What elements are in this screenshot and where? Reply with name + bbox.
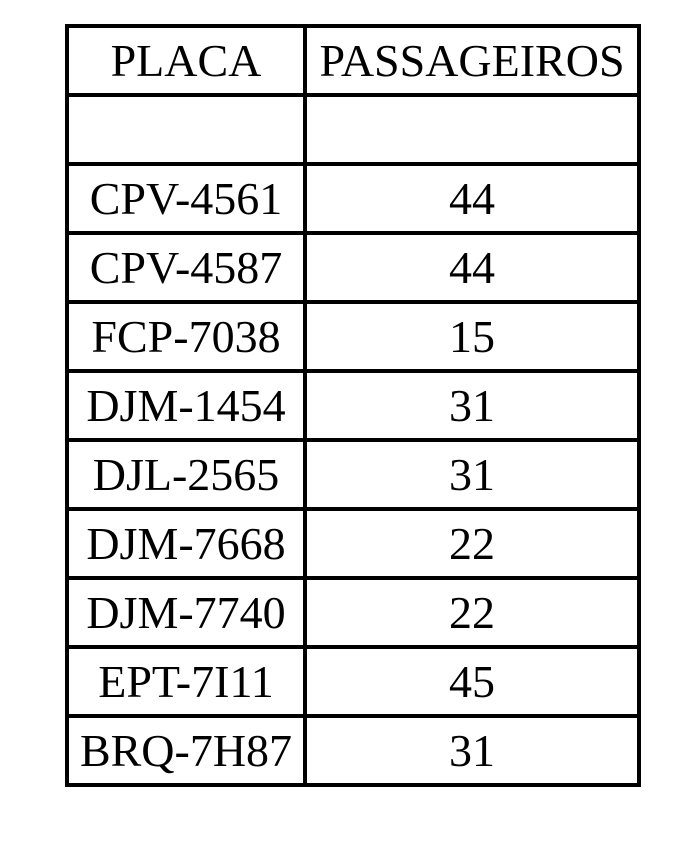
table-row: DJM-1454 31	[65, 369, 641, 442]
header-row: PLACA PASSAGEIROS	[65, 24, 641, 97]
passageiros-cell: 31	[303, 714, 641, 787]
table-row	[65, 93, 641, 166]
placa-cell: DJM-7668	[65, 507, 307, 580]
placa-cell: DJM-1454	[65, 369, 307, 442]
passageiros-cell: 22	[303, 576, 641, 649]
placa-cell: CPV-4587	[65, 231, 307, 304]
column-header-passageiros: PASSAGEIROS	[303, 24, 641, 97]
table-row: DJM-7740 22	[65, 576, 641, 649]
placa-cell	[65, 93, 307, 166]
passageiros-cell: 15	[303, 300, 641, 373]
passageiros-cell: 31	[303, 369, 641, 442]
passageiros-cell: 44	[303, 162, 641, 235]
table-row: FCP-7038 15	[65, 300, 641, 373]
table-row: CPV-4587 44	[65, 231, 641, 304]
table-row: CPV-4561 44	[65, 162, 641, 235]
table-row: BRQ-7H87 31	[65, 714, 641, 787]
placa-cell: FCP-7038	[65, 300, 307, 373]
column-header-placa: PLACA	[65, 24, 307, 97]
table-row: EPT-7I11 45	[65, 645, 641, 718]
passageiros-cell: 45	[303, 645, 641, 718]
vehicle-passenger-table: PLACA PASSAGEIROS CPV-4561 44 CPV-4587 44 FC…	[65, 24, 641, 787]
table-row: DJM-7668 22	[65, 507, 641, 580]
placa-cell: EPT-7I11	[65, 645, 307, 718]
passageiros-cell: 31	[303, 438, 641, 511]
placa-cell: BRQ-7H87	[65, 714, 307, 787]
placa-cell: DJL-2565	[65, 438, 307, 511]
passageiros-cell: 22	[303, 507, 641, 580]
placa-cell: CPV-4561	[65, 162, 307, 235]
passageiros-cell: 44	[303, 231, 641, 304]
placa-cell: DJM-7740	[65, 576, 307, 649]
passageiros-cell	[303, 93, 641, 166]
table-row: DJL-2565 31	[65, 438, 641, 511]
